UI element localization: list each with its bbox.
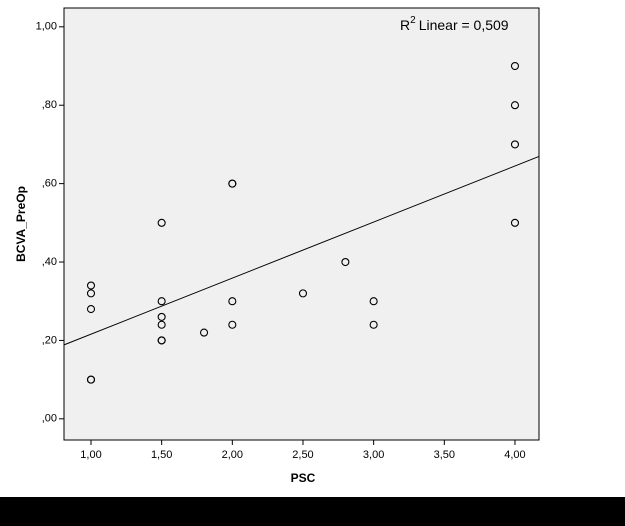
y-tick-label: ,00 <box>42 413 57 425</box>
y-tick-label: ,20 <box>42 334 57 346</box>
plot-area <box>63 7 540 441</box>
point <box>86 281 96 290</box>
x-tick-label: 2,50 <box>292 449 313 461</box>
point <box>510 61 520 71</box>
x-tick-label: 4,00 <box>504 449 525 461</box>
point <box>369 297 378 306</box>
x-tick-label: 1,50 <box>151 449 172 461</box>
point <box>341 257 350 267</box>
y-tick-label: ,40 <box>42 256 57 268</box>
annotation: R2 Linear = 0,509 <box>400 15 509 33</box>
point <box>510 140 520 149</box>
point <box>157 336 166 345</box>
x-tick-label: 1,00 <box>80 449 101 461</box>
point <box>86 289 96 298</box>
annotation-sup: 2 <box>410 15 416 26</box>
point <box>510 218 520 227</box>
point <box>157 320 166 329</box>
x-tick-label: 2,00 <box>222 449 243 461</box>
point <box>157 297 166 306</box>
point <box>298 289 308 298</box>
y-axis-label: BCVA_PreOp <box>14 186 28 262</box>
footer-bar <box>0 497 625 526</box>
point <box>86 305 96 314</box>
point <box>157 218 166 227</box>
y-tick-label: ,60 <box>42 178 57 190</box>
point <box>86 375 96 384</box>
point <box>510 101 520 110</box>
point <box>228 179 237 188</box>
y-tick-label: ,80 <box>42 99 57 111</box>
x-axis-label: PSC <box>291 471 316 485</box>
annotation-base: R <box>400 17 410 33</box>
fit-line <box>63 155 540 346</box>
annotation-text: Linear = 0,509 <box>419 17 509 33</box>
point <box>369 320 378 329</box>
x-tick-label: 3,00 <box>363 449 384 461</box>
y-tick-label: 1,00 <box>36 21 57 33</box>
point <box>200 328 209 337</box>
point <box>157 312 166 321</box>
x-tick-label: 3,50 <box>434 449 455 461</box>
point <box>228 320 237 329</box>
point <box>228 297 237 306</box>
